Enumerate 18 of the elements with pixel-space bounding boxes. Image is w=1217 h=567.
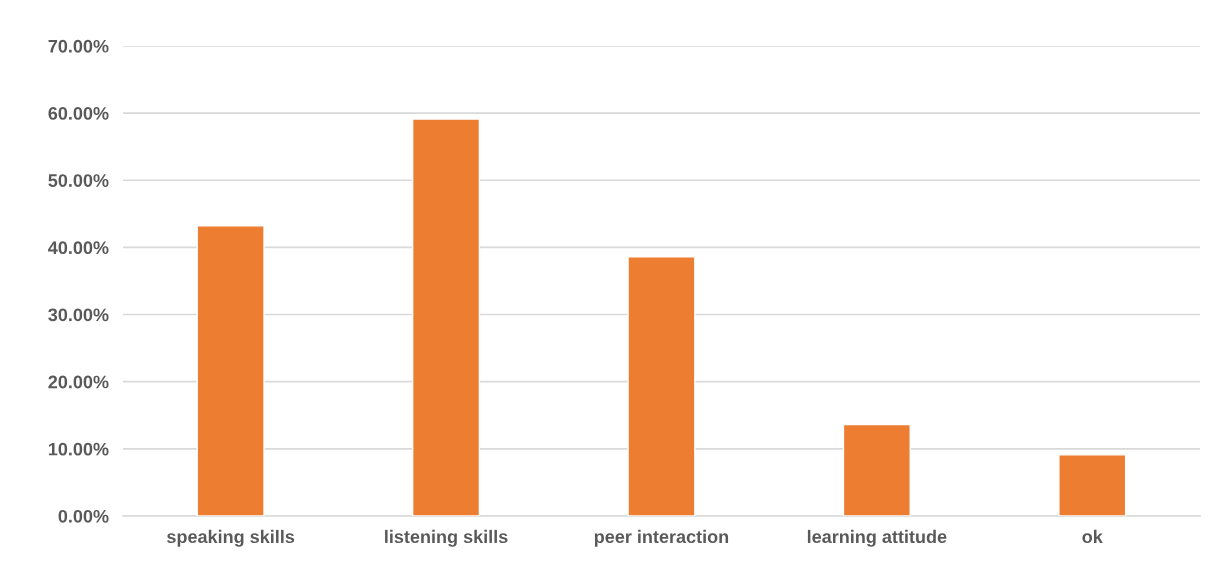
- bar: [1058, 454, 1127, 516]
- y-tick-label: 10.00%: [48, 442, 109, 456]
- x-tick-label: speaking skills: [167, 529, 295, 547]
- y-tick-label: 70.00%: [48, 39, 109, 53]
- bar: [411, 118, 481, 516]
- y-tick-label: 0.00%: [58, 509, 109, 523]
- y-tick-label: 50.00%: [48, 174, 109, 187]
- bar: [196, 225, 265, 516]
- x-tick-label: peer interaction: [594, 529, 729, 547]
- bar: [627, 256, 696, 516]
- y-tick-label: 20.00%: [48, 375, 109, 389]
- x-tick-label: learning attitude: [807, 529, 947, 547]
- bar: [842, 423, 911, 516]
- x-tick-label: listening skills: [385, 529, 508, 547]
- y-tick-label: 40.00%: [48, 241, 109, 255]
- y-tick-label: 30.00%: [48, 308, 109, 322]
- x-tick-label: ok: [1082, 529, 1103, 544]
- y-tick-label: 60.00%: [48, 107, 109, 120]
